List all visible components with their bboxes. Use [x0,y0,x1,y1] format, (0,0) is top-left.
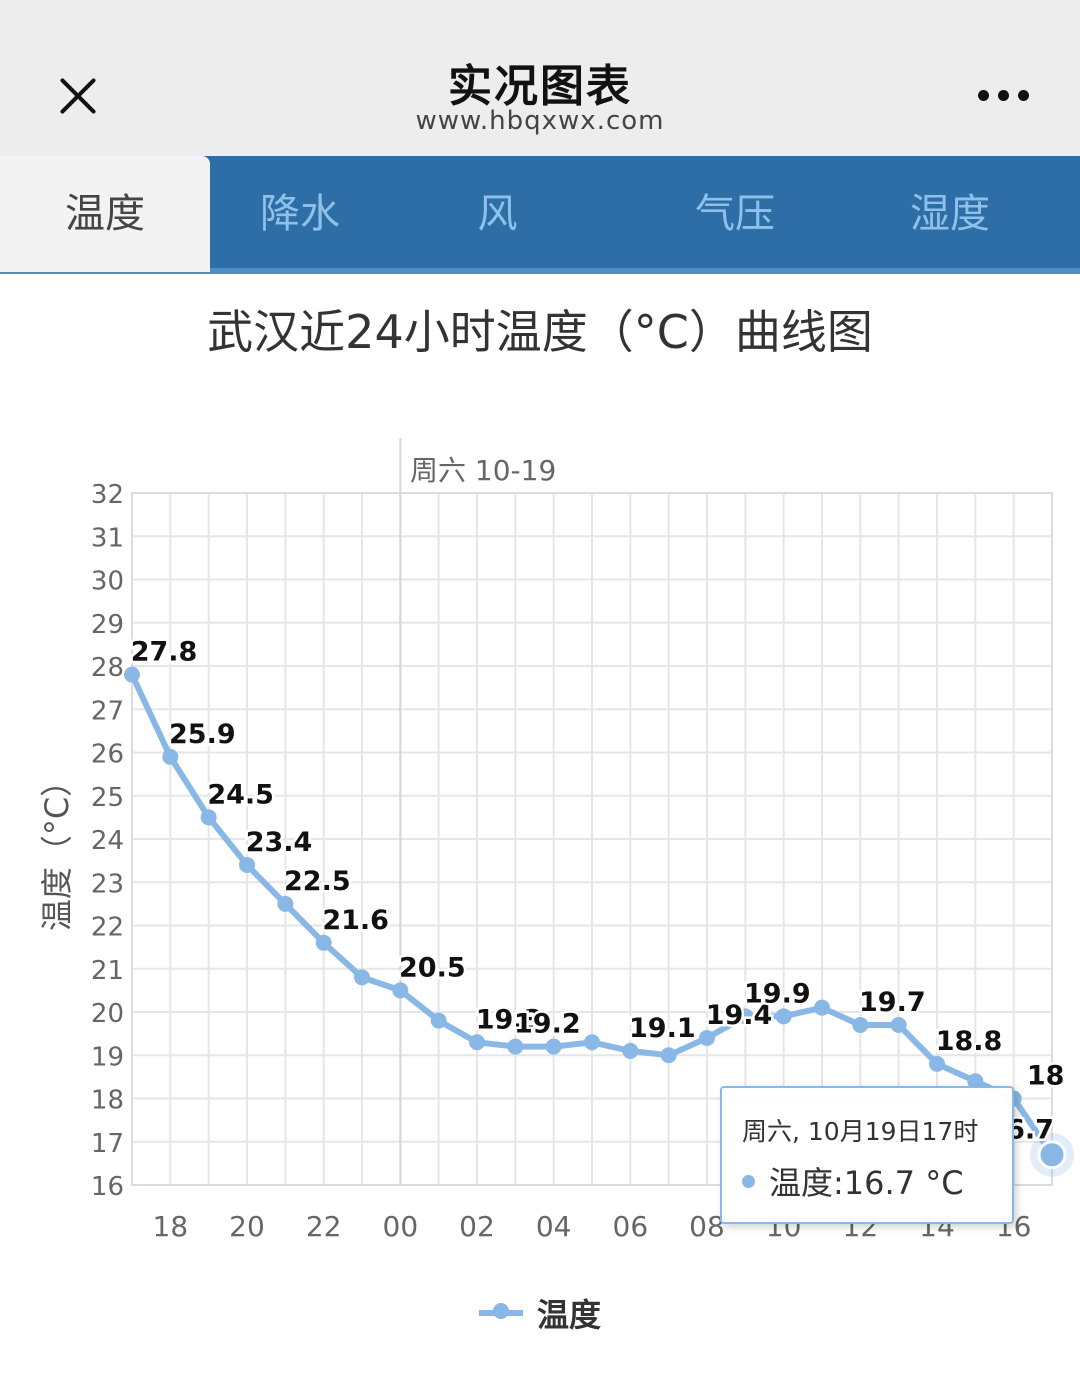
page-url: www.hbqxwx.com [415,106,665,136]
y-tick-label: 19 [91,1042,124,1072]
data-point[interactable] [200,809,217,826]
y-tick-label: 31 [91,523,124,553]
y-tick-label: 32 [91,480,124,510]
y-axis-ticks: 16 17 18 19 20 21 22 23 24 25 26 27 28 29 30 31 32 [91,480,124,1202]
data-point[interactable] [929,1055,945,1072]
data-point[interactable] [430,1012,447,1029]
y-tick-label: 24 [91,826,124,856]
series-points [124,666,1074,1177]
data-point[interactable] [737,1008,754,1025]
y-tick-label: 22 [91,913,124,943]
tab-pressure[interactable]: 气压 [695,191,775,237]
tab-bar-underline [0,268,1080,274]
data-point[interactable] [584,1034,600,1051]
plot-frame [131,492,1053,1186]
data-point[interactable] [392,982,409,999]
tab-temperature[interactable]: 温度 [0,156,210,272]
y-tick-label: 23 [91,869,124,899]
data-point[interactable] [814,999,830,1016]
data-point[interactable] [124,666,140,683]
data-point[interactable] [162,748,179,765]
data-label: 19.9 [744,978,811,1009]
data-point[interactable] [775,1008,792,1025]
y-tick-label: 26 [91,740,124,770]
data-point[interactable] [852,1016,869,1033]
data-label: 19.4 [706,1000,773,1031]
data-point[interactable] [277,895,294,912]
data-point[interactable] [354,969,370,986]
chart-legend: 温度 [0,1286,1080,1336]
data-label: 19.7 [859,987,926,1018]
tooltip: 周六, 10月19日17时 温度:16.7 °C [720,1086,1014,1224]
data-point[interactable] [660,1047,677,1064]
data-point[interactable] [545,1038,562,1055]
data-label: 27.8 [131,637,198,668]
data-label: 19.3 [476,1004,543,1035]
legend-label: 温度 [536,1296,601,1334]
tooltip-header: 周六, 10月19日17时 [742,1117,979,1146]
x-tick-label: 06 [613,1210,649,1243]
y-tick-label: 30 [91,567,124,597]
data-point[interactable] [622,1042,639,1059]
legend-line-icon [478,1303,523,1319]
y-tick-label: 25 [91,783,124,813]
y-tick-label: 21 [91,956,124,986]
tooltip-series-row: 温度:16.7 °C [742,1158,964,1204]
data-label: 22.5 [284,866,351,897]
chart-title: 武汉近24小时温度（°C）曲线图 [207,305,873,359]
data-point[interactable] [507,1038,524,1055]
y-tick-label: 16 [91,1172,124,1202]
page-title: 实况图表 [448,61,632,112]
y-tick-label: 20 [91,999,124,1029]
more-dot [978,90,989,101]
day-marker-label: 周六 10-19 [410,454,556,487]
y-tick-label: 27 [91,696,124,726]
legend-item-temperature[interactable]: 温度 [478,1290,601,1336]
y-tick-label: 29 [91,610,124,640]
y-tick-label: 28 [91,653,124,683]
y-tick-label: 17 [91,1129,124,1159]
data-point[interactable] [967,1073,984,1090]
more-icon[interactable] [972,76,1036,116]
data-point[interactable] [239,856,255,873]
data-point[interactable] [699,1029,715,1046]
x-tick-label: 08 [689,1210,725,1243]
data-label: 23.4 [246,827,313,858]
data-label: 19.1 [629,1013,696,1044]
tooltip-dot-icon [742,1174,755,1188]
tab-wind[interactable]: 风 [477,191,518,237]
data-point[interactable] [890,1016,907,1033]
x-tick-label: 18 [153,1210,189,1243]
data-label: 25.9 [169,719,236,750]
x-tick-label: 02 [459,1210,495,1243]
y-tick-label: 18 [91,1086,124,1116]
data-point[interactable] [469,1034,485,1051]
more-dot [998,90,1009,101]
y-axis-title: 温度（°C） [38,765,76,931]
data-label: 18 [1027,1061,1065,1092]
x-tick-label: 00 [383,1210,419,1243]
data-label: 20.5 [399,952,466,983]
data-label: 18.8 [936,1026,1003,1057]
more-dot [1018,90,1029,101]
data-label: 21.6 [322,905,389,936]
chart-grid [131,438,1053,1186]
x-tick-label: 04 [536,1210,572,1243]
tab-precipitation[interactable]: 降水 [260,191,340,237]
data-label: 24.5 [207,779,274,810]
x-axis-ticks: 18 20 22 00 02 04 06 08 10 12 14 16 [153,1210,1032,1243]
x-tick-label: 20 [229,1210,265,1243]
data-point-active[interactable] [1037,1140,1067,1170]
data-point[interactable] [315,934,332,951]
tooltip-value: 温度:16.7 °C [769,1164,964,1202]
data-label: 19.2 [514,1009,581,1040]
title-bar: 实况图表 www.hbqxwx.com [0,0,1080,156]
tab-humidity[interactable]: 湿度 [910,191,990,237]
x-tick-label: 22 [306,1210,342,1243]
